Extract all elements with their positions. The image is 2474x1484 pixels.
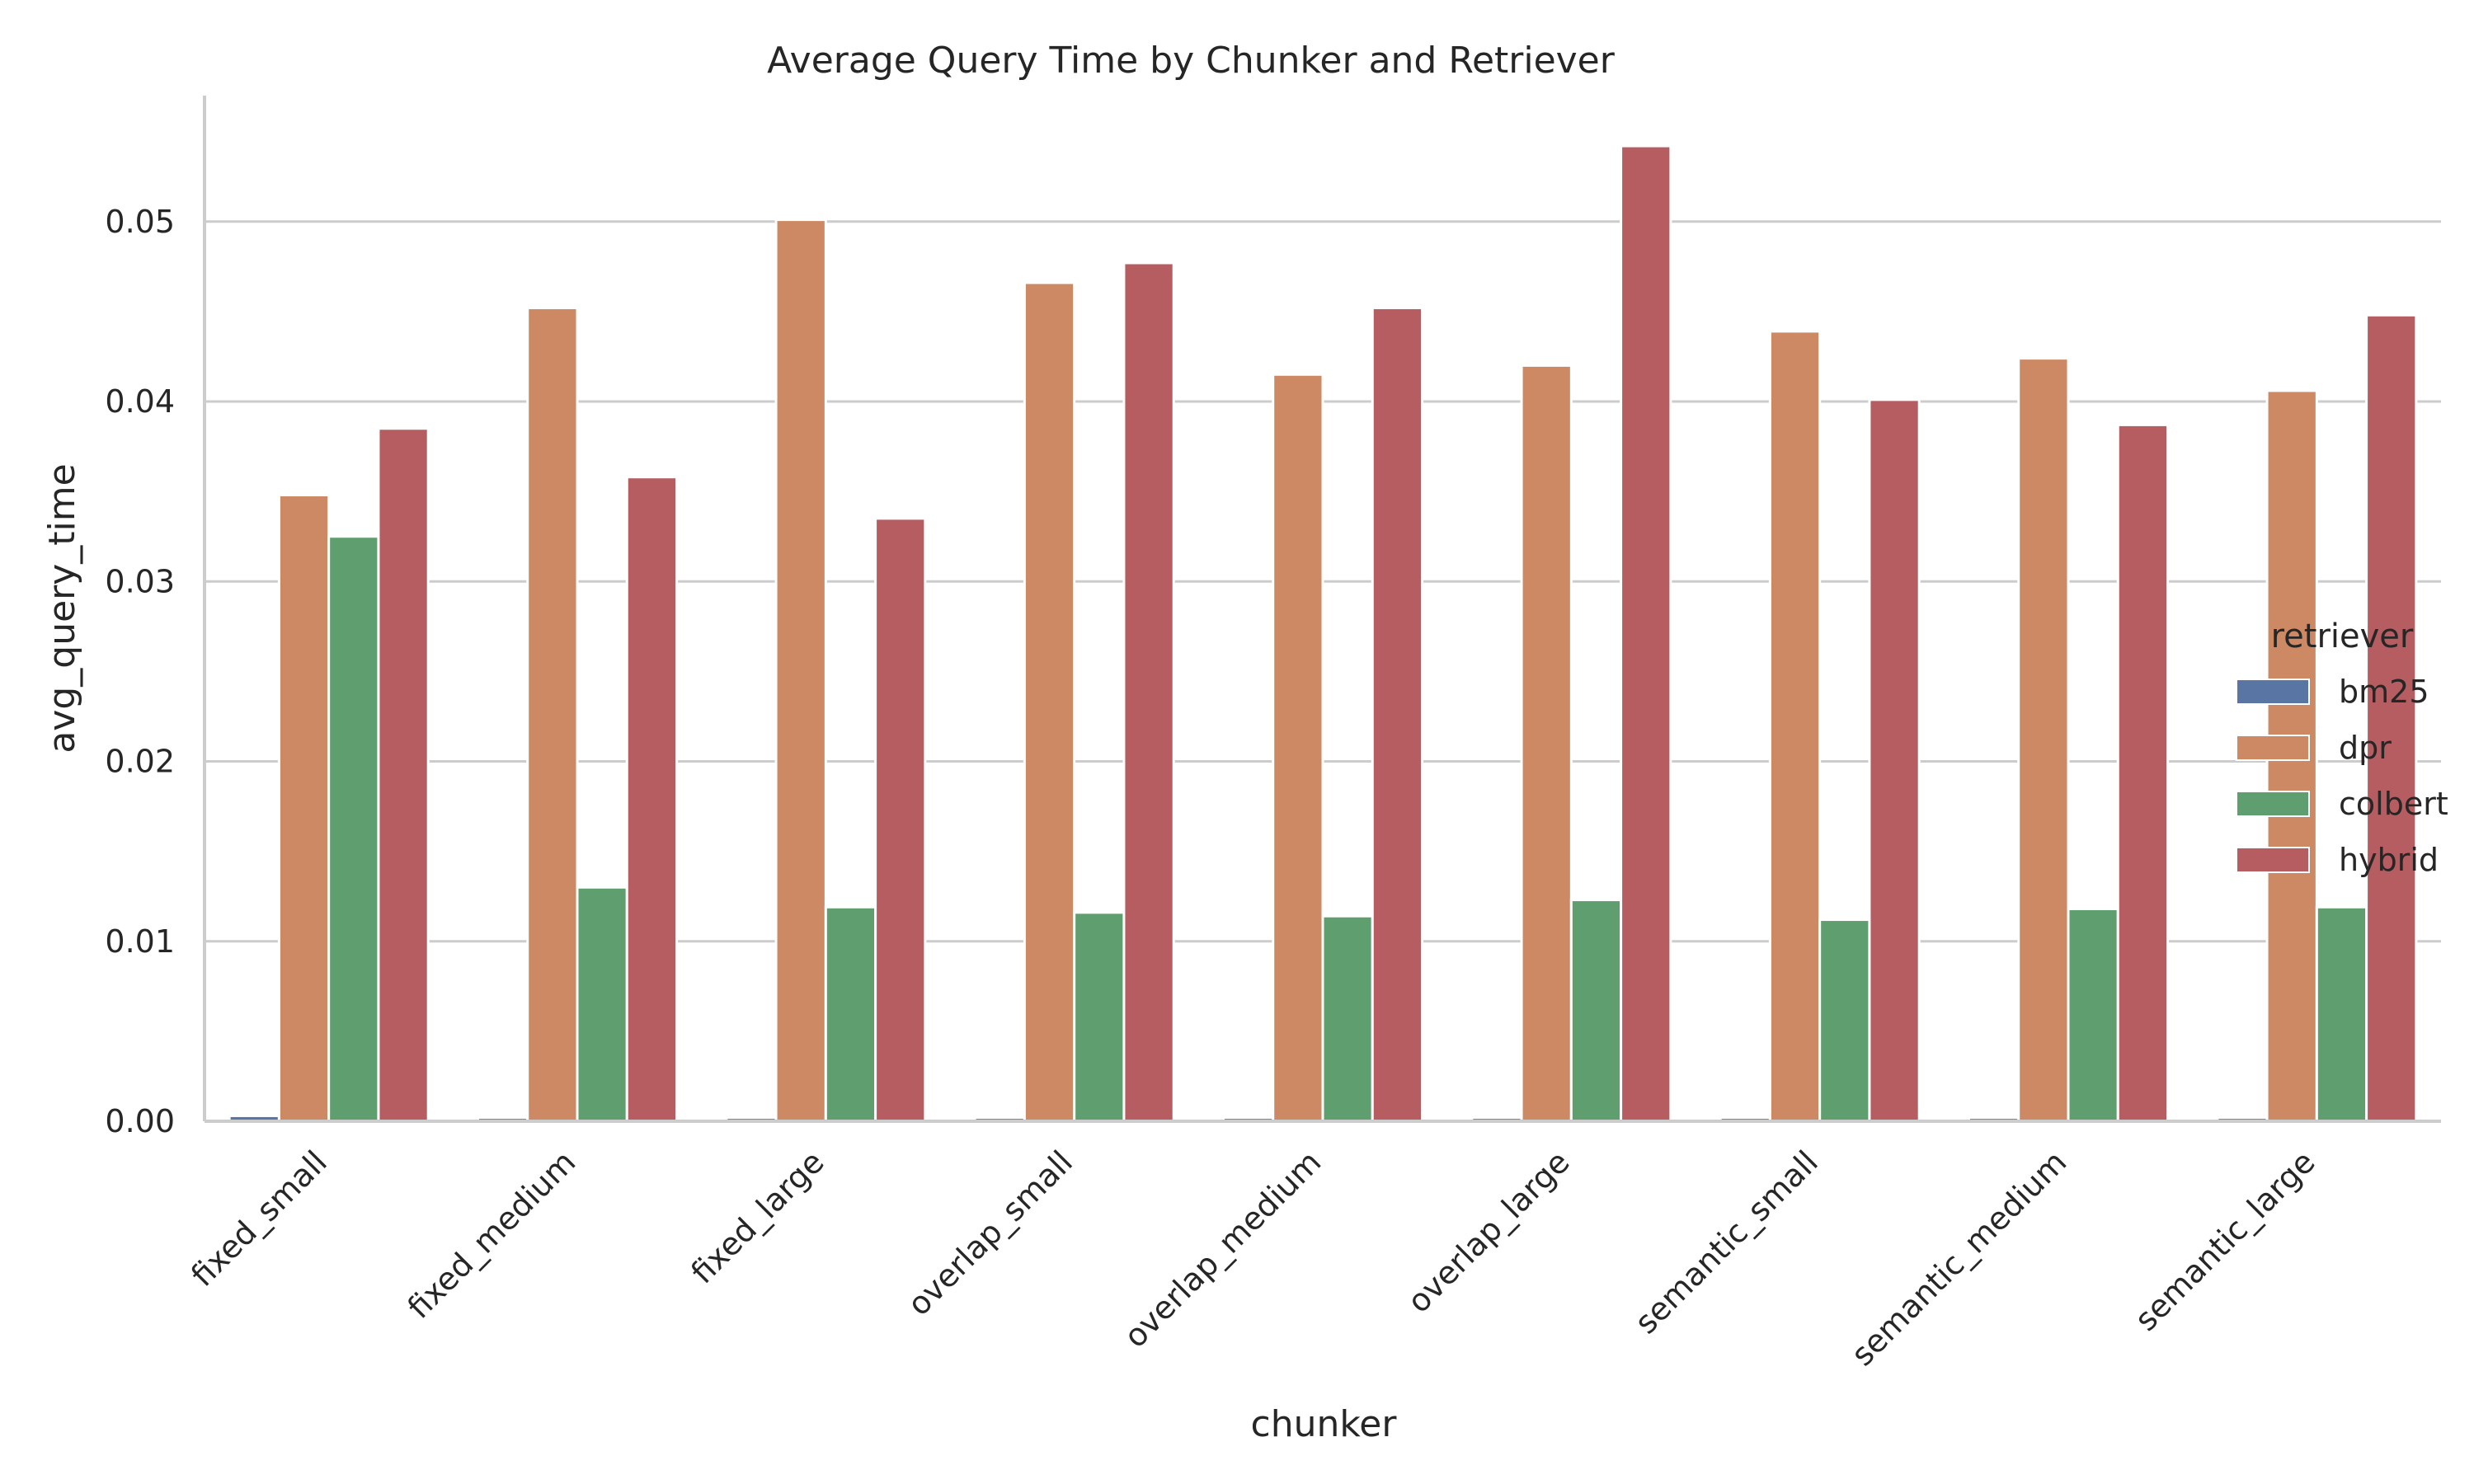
y-tick-label: 0.05	[105, 204, 175, 240]
bar-dpr-overlap_large	[1520, 364, 1573, 1123]
bar-colbert-semantic_medium	[2067, 907, 2119, 1123]
bar-dpr-semantic_small	[1768, 330, 1822, 1123]
bar-dpr-semantic_medium	[2017, 357, 2070, 1123]
bar-hybrid-fixed_small	[377, 427, 430, 1123]
bar-hybrid-semantic_large	[2365, 313, 2418, 1123]
legend-label-bm25: bm25	[2339, 674, 2429, 710]
bar-colbert-semantic_large	[2315, 905, 2368, 1123]
legend-label-colbert: colbert	[2339, 786, 2448, 822]
bar-hybrid-overlap_medium	[1371, 307, 1424, 1123]
y-tick-label: 0.00	[105, 1103, 175, 1139]
bar-hybrid-overlap_large	[1620, 144, 1672, 1123]
bar-hybrid-semantic_medium	[2116, 423, 2170, 1123]
x-tick-label: semantic_large	[2128, 1144, 2322, 1338]
bar-dpr-fixed_small	[277, 494, 331, 1123]
legend-swatch-hybrid	[2236, 847, 2310, 873]
legend-swatch-dpr	[2236, 735, 2310, 761]
axes	[203, 96, 2441, 1123]
y-tick-label: 0.02	[105, 744, 175, 780]
bar-hybrid-overlap_small	[1122, 261, 1175, 1123]
x-axis-label: chunker	[1251, 1403, 1398, 1445]
bar-colbert-overlap_medium	[1321, 914, 1374, 1123]
bar-dpr-fixed_medium	[526, 307, 579, 1123]
bar-colbert-fixed_small	[327, 535, 380, 1123]
bar-colbert-semantic_small	[1818, 918, 1871, 1123]
y-axis-label: avg_query_time	[41, 463, 83, 753]
bar-dpr-overlap_medium	[1272, 373, 1324, 1123]
bar-colbert-overlap_small	[1073, 911, 1126, 1123]
y-tick-label: 0.04	[105, 383, 175, 420]
bar-colbert-fixed_medium	[576, 885, 628, 1123]
x-tick-label: fixed_small	[184, 1144, 334, 1294]
legend-swatch-bm25	[2236, 679, 2310, 705]
bar-dpr-fixed_large	[774, 218, 827, 1123]
bar-hybrid-semantic_small	[1868, 398, 1921, 1123]
y-tick-label: 0.01	[105, 923, 175, 960]
bar-hybrid-fixed_medium	[625, 476, 679, 1123]
bars	[228, 144, 2418, 1123]
x-tick-label: semantic_medium	[1844, 1144, 2073, 1373]
x-tick-label: overlap_large	[1400, 1144, 1577, 1320]
x-tick-label: fixed_large	[684, 1144, 830, 1290]
bar-colbert-overlap_large	[1569, 899, 1623, 1123]
y-tick-label: 0.03	[105, 563, 175, 599]
chart-title: Average Query Time by Chunker and Retrie…	[767, 40, 1616, 82]
x-tick-label: overlap_medium	[1117, 1144, 1328, 1355]
legend-title: retriever	[2271, 618, 2414, 655]
bar-colbert-fixed_large	[824, 905, 877, 1123]
x-tick-label: overlap_small	[901, 1144, 1079, 1322]
bar-hybrid-fixed_large	[874, 517, 927, 1123]
legend-label-hybrid: hybrid	[2339, 842, 2439, 878]
x-tick-label: semantic_small	[1628, 1144, 1825, 1341]
legend-swatch-colbert	[2236, 791, 2310, 817]
legend: retriever bm25 dpr colbert hybrid	[2236, 618, 2448, 878]
bar-dpr-overlap_small	[1023, 281, 1076, 1123]
x-tick-label: fixed_medium	[401, 1144, 583, 1326]
legend-label-dpr: dpr	[2339, 730, 2392, 766]
